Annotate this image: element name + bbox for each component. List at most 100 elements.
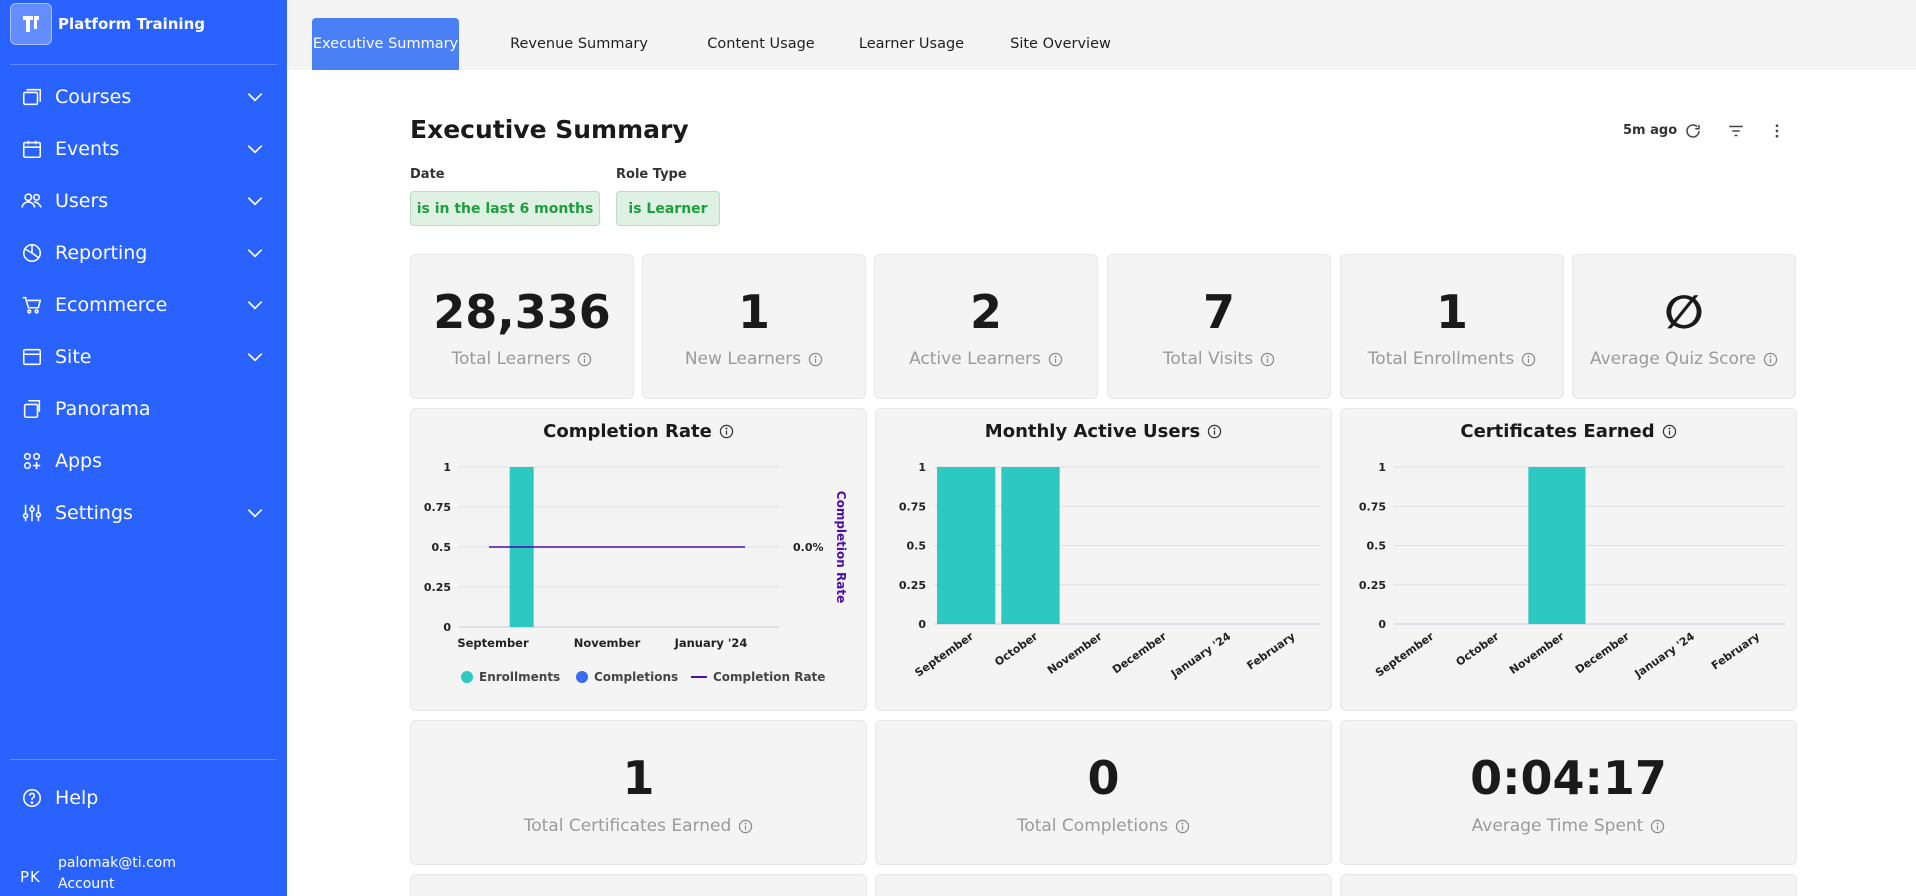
users-icon bbox=[20, 189, 44, 213]
tab-executive-summary[interactable]: Executive Summary bbox=[312, 18, 459, 70]
tab-content-usage[interactable]: Content Usage bbox=[707, 36, 815, 52]
completion-rate-chart: 0 0.25 0.5 0.75 1 0.0% Completion Rate Septembe… bbox=[424, 461, 848, 684]
y-tick-label: 0 bbox=[1378, 618, 1386, 631]
sidebar-item-label: Ecommerce bbox=[55, 294, 168, 316]
kpi-card-total-certificates-earned[interactable]: 1 Total Certificates Earned bbox=[410, 720, 867, 865]
sidebar-item-label: Reporting bbox=[55, 242, 148, 264]
y-tick-label: 0.75 bbox=[1359, 500, 1386, 513]
sidebar-item-apps[interactable]: Apps bbox=[0, 439, 287, 483]
tab-revenue-summary[interactable]: Revenue Summary bbox=[510, 36, 648, 52]
kpi-card-average-time-spent[interactable]: 0:04:17 Average Time Spent bbox=[1340, 720, 1797, 865]
pie-chart-icon bbox=[20, 241, 44, 265]
sidebar: Platform Training Courses Events Users R… bbox=[0, 0, 287, 896]
chart-title: Certificates Earned bbox=[1341, 421, 1796, 442]
info-icon[interactable] bbox=[808, 352, 823, 367]
filter-role-type-chip[interactable]: is Learner bbox=[616, 191, 720, 226]
filter-label-date: Date bbox=[410, 167, 445, 182]
y-tick-label: 1 bbox=[918, 461, 926, 474]
kpi-card-total-visits[interactable]: 7 Total Visits bbox=[1107, 254, 1331, 399]
filter-date-chip[interactable]: is in the last 6 months bbox=[410, 191, 600, 226]
kpi-value: 1 bbox=[737, 285, 770, 339]
sidebar-item-settings[interactable]: Settings bbox=[0, 491, 287, 535]
x-tick-label: February bbox=[1244, 630, 1297, 673]
kpi-value: 0 bbox=[1087, 751, 1120, 805]
info-icon[interactable] bbox=[1175, 819, 1190, 834]
x-tick-label: February bbox=[1709, 630, 1762, 673]
legend-completions-swatch bbox=[576, 671, 588, 683]
tab-learner-usage[interactable]: Learner Usage bbox=[858, 36, 965, 52]
chevron-down-icon bbox=[247, 93, 263, 102]
kpi-label: Average Quiz Score bbox=[1573, 349, 1795, 369]
chart-title: Completion Rate bbox=[411, 421, 866, 442]
sidebar-item-ecommerce[interactable]: Ecommerce bbox=[0, 283, 287, 327]
filter-label-role-type: Role Type bbox=[616, 167, 687, 182]
sidebar-item-panorama[interactable]: Panorama bbox=[0, 387, 287, 431]
chart-card-certificates-earned[interactable]: Certificates Earned 0 0.25 0.5 0.75 1 Septemb… bbox=[1340, 408, 1797, 711]
kpi-card-total-completions[interactable]: 0 Total Completions bbox=[875, 720, 1332, 865]
sidebar-item-site[interactable]: Site bbox=[0, 335, 287, 379]
kpi-card-total-learners[interactable]: 28,336 Total Learners bbox=[410, 254, 634, 399]
chart-title-text: Certificates Earned bbox=[1460, 421, 1655, 442]
info-icon[interactable] bbox=[577, 352, 592, 367]
info-icon[interactable] bbox=[1650, 819, 1665, 834]
kpi-value: 2 bbox=[969, 285, 1002, 339]
refresh-icon[interactable] bbox=[1682, 120, 1704, 142]
chart-card-partial[interactable] bbox=[410, 874, 867, 896]
x-tick-label: October bbox=[1454, 629, 1502, 668]
y2-axis-label: Completion Rate bbox=[834, 491, 848, 603]
kpi-card-active-learners[interactable]: 2 Active Learners bbox=[874, 254, 1098, 399]
account-menu[interactable]: PK palomak@ti.com Account bbox=[0, 850, 287, 896]
sidebar-item-users[interactable]: Users bbox=[0, 179, 287, 223]
x-tick-label: September bbox=[457, 636, 529, 650]
y2-tick-label: 0.0% bbox=[793, 541, 824, 554]
sidebar-divider bbox=[10, 759, 277, 760]
kpi-value: 28,336 bbox=[433, 285, 611, 339]
chart-card-partial[interactable] bbox=[875, 874, 1332, 896]
apps-grid-icon bbox=[20, 449, 44, 473]
y-tick-label: 0.25 bbox=[424, 581, 451, 594]
chart-card-monthly-active-users[interactable]: Monthly Active Users 0 0.25 0.5 0.75 1 Septem… bbox=[875, 408, 1332, 711]
more-vertical-icon[interactable] bbox=[1766, 120, 1788, 142]
sidebar-item-label: Apps bbox=[55, 450, 103, 472]
kpi-card-new-learners[interactable]: 1 New Learners bbox=[642, 254, 866, 399]
kpi-value: 1 bbox=[622, 751, 655, 805]
info-icon[interactable] bbox=[1260, 352, 1275, 367]
legend-completion-rate-label: Completion Rate bbox=[713, 670, 825, 684]
filter-icon[interactable] bbox=[1725, 120, 1747, 142]
y-tick-label: 0.5 bbox=[907, 540, 927, 553]
info-icon[interactable] bbox=[719, 424, 734, 439]
y-tick-label: 0.5 bbox=[432, 541, 452, 554]
tab-site-overview[interactable]: Site Overview bbox=[1010, 36, 1111, 52]
legend-completions-label: Completions bbox=[594, 670, 678, 684]
info-icon[interactable] bbox=[738, 819, 753, 834]
kpi-value: ∅ bbox=[1664, 285, 1704, 339]
info-icon[interactable] bbox=[1207, 424, 1222, 439]
brand[interactable]: Platform Training bbox=[10, 3, 205, 45]
y-tick-label: 0 bbox=[918, 618, 926, 631]
sidebar-item-courses[interactable]: Courses bbox=[0, 75, 287, 119]
chart-card-partial[interactable] bbox=[1340, 874, 1797, 896]
kpi-label-text: Average Quiz Score bbox=[1589, 349, 1757, 369]
kpi-value: 1 bbox=[1435, 285, 1468, 339]
y-tick-label: 0 bbox=[443, 621, 451, 634]
chart-card-completion-rate[interactable]: Completion Rate 0 0.25 0.5 0.75 1 0.0% Complet… bbox=[410, 408, 867, 711]
y-tick-label: 0.75 bbox=[424, 501, 451, 514]
info-icon[interactable] bbox=[1521, 352, 1536, 367]
kpi-value: 7 bbox=[1202, 285, 1235, 339]
sidebar-item-reporting[interactable]: Reporting bbox=[0, 231, 287, 275]
x-tick-label: September bbox=[913, 629, 977, 679]
sidebar-divider bbox=[10, 64, 277, 65]
info-icon[interactable] bbox=[1048, 352, 1063, 367]
kpi-card-total-enrollments[interactable]: 1 Total Enrollments bbox=[1340, 254, 1564, 399]
info-icon[interactable] bbox=[1662, 424, 1677, 439]
kpi-card-average-quiz-score[interactable]: ∅ Average Quiz Score bbox=[1572, 254, 1796, 399]
sidebar-item-help[interactable]: Help bbox=[0, 776, 287, 820]
sidebar-item-events[interactable]: Events bbox=[0, 127, 287, 171]
panorama-icon bbox=[20, 397, 44, 421]
info-icon[interactable] bbox=[1763, 352, 1778, 367]
account-label: Account bbox=[58, 876, 115, 892]
y-tick-label: 1 bbox=[443, 461, 451, 474]
y-tick-label: 0.5 bbox=[1367, 540, 1387, 553]
sidebar-item-label: Help bbox=[55, 787, 99, 809]
x-tick-label: November bbox=[1045, 629, 1105, 676]
